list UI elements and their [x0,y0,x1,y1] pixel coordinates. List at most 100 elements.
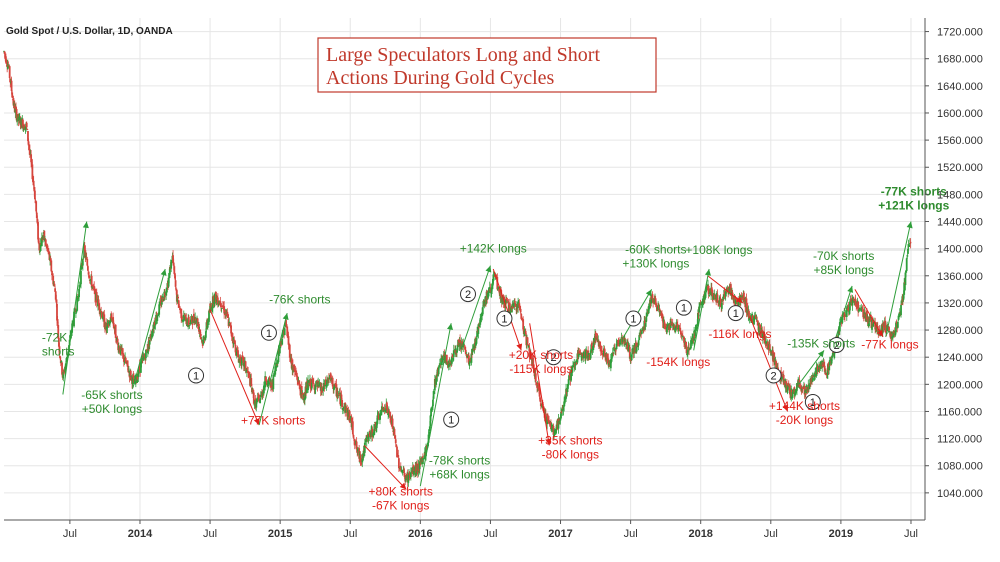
candle [582,350,585,363]
candle-body [395,444,398,447]
candle-body [351,421,354,435]
candle [791,389,794,400]
cycle-marker: 2 [828,336,845,353]
candle-body [599,341,602,348]
candle-body [789,385,791,395]
candle-body [89,278,92,282]
candle-body [321,390,324,392]
candle-body [597,339,600,342]
candle-body [146,350,149,354]
candle-body [462,343,465,346]
candle-body [532,368,535,373]
candle-body [539,403,542,407]
candle-body [75,309,78,313]
candle [900,300,902,318]
cycle-marker-label: 1 [501,314,507,326]
candle-body [4,53,7,57]
candle [571,365,574,377]
candle-body [326,379,328,387]
cycle-line [258,312,289,426]
candle [523,326,526,337]
candle-body [87,272,90,275]
candle-body [785,381,788,385]
candle [109,313,112,324]
candle-body [360,461,362,463]
candle-body [340,394,343,399]
candle [670,318,673,327]
cycle-line-segment [132,268,166,388]
cycle-line [529,323,552,446]
candle-body [386,402,388,409]
candle-body [512,305,514,309]
candle-body [81,260,84,266]
candle-body [421,457,424,465]
candle-body [107,321,109,322]
candle [481,305,484,317]
candle-body [833,352,836,355]
candle [307,375,309,393]
annotation-line: -72K [42,331,67,345]
candle [705,287,708,297]
candle-body [296,375,299,381]
cycle-line-segment [529,323,550,446]
candle-body [184,314,187,317]
candle-body [294,370,297,373]
candle-body [606,353,608,359]
cycle-arrowhead [160,269,167,276]
candle-body [120,346,123,351]
candle-body [837,330,840,336]
candle [816,364,819,375]
candle-body [204,331,207,338]
candle [711,288,714,302]
candle-body [895,322,898,324]
candle-body [651,294,654,300]
candle [10,76,13,95]
candle-body [36,218,39,224]
candle-body [449,363,451,366]
candle-body [526,337,529,344]
candle [671,318,674,331]
candle-body [253,404,256,406]
candle-body [546,414,549,420]
cycle-arrowhead [282,313,289,320]
y-tick-label: 1280.000 [937,325,983,337]
candle-body [204,337,207,340]
annotation: +142K longs [460,242,527,256]
candle-body [39,243,42,252]
candle-body [705,289,708,292]
candle [397,457,400,472]
candle [31,159,34,183]
candle-body [15,109,18,121]
candle-body [100,311,103,312]
candle [745,293,748,318]
candle [497,286,500,289]
candle-body [22,119,24,129]
candle-body [818,367,821,370]
candle-body [608,363,610,366]
candle-body [464,347,467,349]
candle-body [743,292,745,302]
candle-body [900,304,903,306]
candle-body [219,301,222,305]
candle [174,275,177,290]
candle-body [519,307,521,310]
candle-body [538,388,540,391]
candle-body [16,118,19,122]
candle-body [565,388,567,399]
candle-body [308,382,311,385]
candle [64,361,67,370]
x-tick-label: 2018 [688,528,712,540]
candle-body [109,323,111,325]
candle [583,349,586,353]
candle [676,319,679,332]
candle-body [391,418,394,429]
candle-body [116,338,119,343]
candle-body [259,398,262,404]
candle-body [54,288,56,292]
candle-body [220,303,222,308]
candle-body [698,302,701,308]
candle-body [226,311,229,316]
candle-body [144,356,147,360]
candle-body [620,336,623,339]
candle [285,319,288,328]
